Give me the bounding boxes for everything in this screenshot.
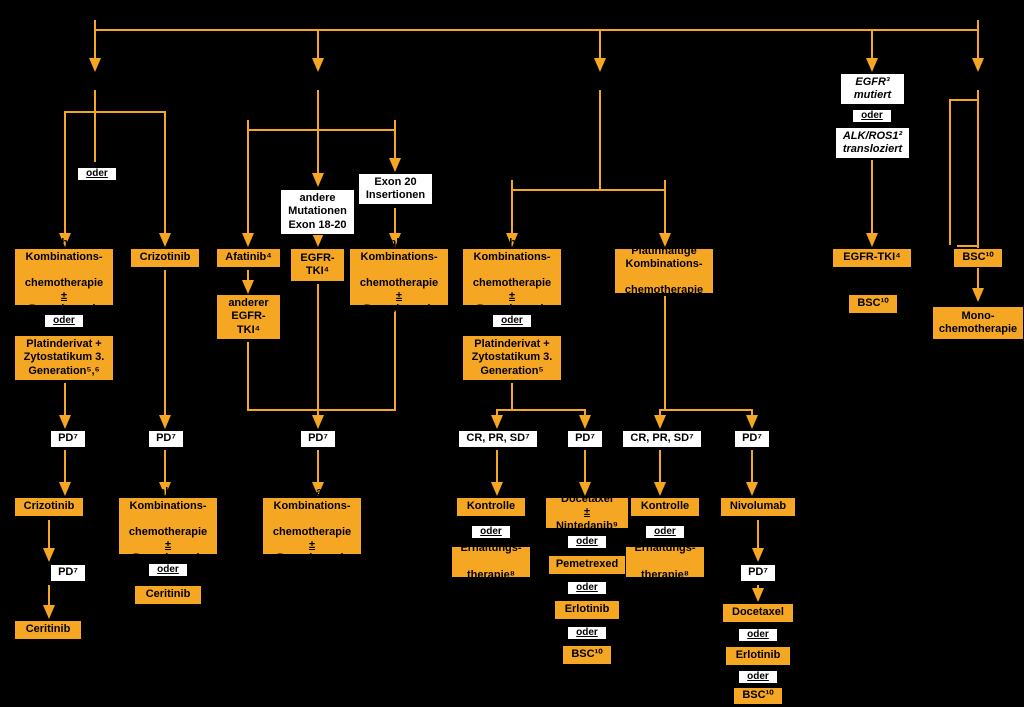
node-oder_n2: oder (738, 670, 778, 684)
node-platin5: Platinhaltige Kombinations-chemotherapie… (118, 497, 218, 555)
node-oder_p1: oder (44, 314, 84, 328)
node-platin3: Platinhaltige Kombinations-chemotherapie… (462, 248, 562, 306)
node-oder_n1: oder (738, 628, 778, 642)
node-docet: Docetaxel (722, 603, 794, 623)
node-platder1: Platinderivat + Zytostatikum 3. Generati… (14, 335, 114, 381)
node-nivol: Nivolumab (720, 497, 796, 517)
node-oder_p3: oder (492, 314, 532, 328)
node-exon20: Exon 20 Insertionen (358, 173, 433, 205)
node-oder_c1: oder (77, 167, 117, 181)
node-pd4: PD⁷ (734, 430, 770, 448)
node-egfr_mut: EGFR³ mutiert (840, 73, 905, 105)
node-pd3: PD⁷ (567, 430, 603, 448)
node-crprsd2: CR, PR, SD⁷ (622, 430, 702, 448)
node-egfr_tki1: EGFR-TKI⁴ (290, 248, 345, 282)
node-pemet: Pemetrexed (548, 555, 626, 575)
node-afatinib: Afatinib⁴ (216, 248, 281, 268)
node-oder_k2: oder (645, 525, 685, 539)
node-egfr_tki2: EGFR-TKI⁴ (832, 248, 912, 268)
node-doc_nint: Docetaxel ± Nintedanib⁹ (545, 497, 629, 529)
node-oder_top: oder (852, 109, 892, 123)
node-cerit2: Ceritinib (14, 620, 82, 640)
node-pd1b: PD⁷ (148, 430, 184, 448)
node-erlot1: Erlotinib (554, 600, 620, 620)
node-bsc2: BSC¹⁰ (953, 248, 1003, 268)
node-kontrolle1: Kontrolle (456, 497, 526, 517)
node-platin1: Platinhaltige Kombinations-chemotherapie… (14, 248, 114, 306)
node-erhalt2: Erhaltungs-therapie⁸ (625, 546, 705, 578)
node-platin2: Platinhaltige Kombinations-chemotherapie… (349, 248, 449, 306)
node-kontrolle2: Kontrolle (630, 497, 700, 517)
node-bsc3: BSC¹⁰ (562, 645, 612, 665)
node-oder_d1: oder (567, 535, 607, 549)
node-criz2: Crizotinib (14, 497, 84, 517)
node-oder_d2: oder (567, 581, 607, 595)
node-platin4: Platinhaltige Kombinations-chemotherapie (614, 248, 714, 294)
node-erhalt1: Erhaltungs-therapie⁸ (451, 546, 531, 578)
node-erlot2: Erlotinib (725, 646, 791, 666)
node-anderer: anderer EGFR-TKI⁴ (216, 294, 281, 340)
node-mono: Mono-chemotherapie (932, 306, 1024, 340)
node-pd2: PD⁷ (300, 430, 336, 448)
node-criz1: Crizotinib (130, 248, 200, 268)
node-andere_mut: andere Mutationen Exon 18-20 (280, 189, 355, 235)
node-platder2: Platinderivat + Zytostatikum 3. Generati… (462, 335, 562, 381)
node-crprsd1: CR, PR, SD⁷ (458, 430, 538, 448)
node-platin6: Platinhaltige Kombinations-chemotherapie… (262, 497, 362, 555)
node-alk_ros1: ALK/ROS1² transloziert (835, 127, 910, 159)
node-bsc_top: BSC¹⁰ (848, 294, 898, 314)
node-pd1: PD⁷ (50, 430, 86, 448)
node-oder_p5: oder (148, 563, 188, 577)
node-pd6: PD⁷ (740, 564, 776, 582)
node-bsc4: BSC¹⁰ (733, 687, 783, 705)
node-oder_k1: oder (471, 525, 511, 539)
node-oder_d3: oder (567, 626, 607, 640)
node-pd5: PD⁷ (50, 564, 86, 582)
node-cerit1: Ceritinib (134, 585, 202, 605)
